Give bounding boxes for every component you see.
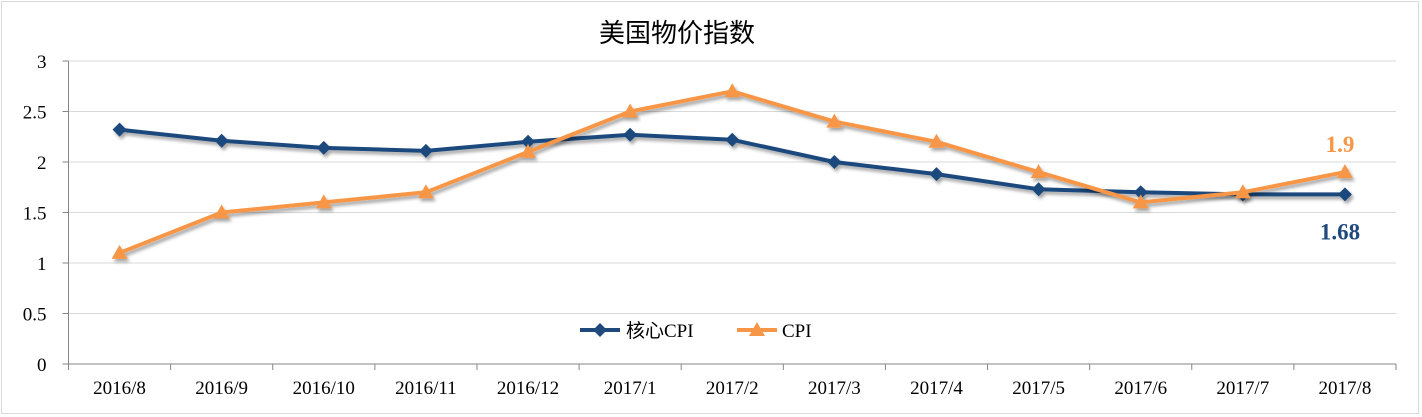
data-point-diamond bbox=[725, 132, 740, 147]
legend-core-cpi-label: 核心CPI bbox=[626, 320, 694, 342]
data-point-triangle bbox=[417, 184, 434, 199]
data-point-triangle bbox=[1234, 184, 1251, 199]
legend-diamond-icon bbox=[593, 323, 607, 337]
x-tick-label: 2016/8 bbox=[93, 378, 146, 399]
data-point-diamond bbox=[929, 167, 944, 182]
end-data-label: 1.9 bbox=[1326, 132, 1355, 157]
x-tick-label: 2017/1 bbox=[604, 378, 657, 399]
data-point-triangle bbox=[1030, 164, 1047, 179]
legend: 核心CPI CPI bbox=[580, 320, 812, 342]
x-tick-label: 2017/6 bbox=[1114, 378, 1167, 399]
legend-cpi-label: CPI bbox=[782, 321, 812, 342]
x-tick-label: 2016/12 bbox=[497, 378, 559, 399]
data-point-triangle bbox=[111, 244, 128, 259]
data-point-triangle bbox=[1336, 164, 1353, 179]
y-tick-label: 0.5 bbox=[23, 305, 47, 326]
x-tick-label: 2016/10 bbox=[293, 378, 355, 399]
y-tick-label: 2.5 bbox=[23, 103, 47, 124]
data-point-diamond bbox=[418, 143, 433, 158]
x-tick-label: 2017/7 bbox=[1216, 378, 1269, 399]
y-tick-label: 1 bbox=[37, 254, 47, 275]
y-tick-label: 1.5 bbox=[23, 204, 47, 225]
data-point-diamond bbox=[521, 134, 536, 149]
data-point-diamond bbox=[316, 140, 331, 155]
legend-triangle-icon bbox=[749, 322, 765, 336]
data-point-triangle bbox=[213, 204, 230, 219]
data-point-diamond bbox=[1133, 185, 1148, 200]
x-tick-label: 2017/4 bbox=[910, 378, 963, 399]
series-line bbox=[118, 89, 1346, 255]
data-point-diamond bbox=[1337, 187, 1352, 202]
chart-title: 美国物价指数 bbox=[599, 19, 755, 49]
data-point-diamond bbox=[112, 122, 127, 137]
data-point-triangle bbox=[826, 113, 843, 128]
data-point-diamond bbox=[827, 155, 842, 169]
data-point-diamond bbox=[623, 127, 638, 142]
data-point-triangle bbox=[724, 83, 741, 98]
end-data-label: 1.68 bbox=[1320, 219, 1360, 244]
y-tick-label: 3 bbox=[37, 52, 47, 73]
data-point-diamond bbox=[1031, 182, 1046, 197]
x-tick-label: 2017/2 bbox=[706, 378, 759, 399]
x-tick-label: 2016/9 bbox=[195, 378, 248, 399]
data-point-triangle bbox=[520, 143, 537, 158]
series-cpi bbox=[111, 83, 1353, 259]
x-tick-label: 2017/5 bbox=[1012, 378, 1065, 399]
data-point-diamond bbox=[214, 133, 229, 148]
x-tick-label: 2017/3 bbox=[808, 378, 861, 399]
data-point-triangle bbox=[622, 103, 639, 118]
x-tick-label: 2017/8 bbox=[1319, 378, 1372, 399]
y-tick-label: 0 bbox=[37, 355, 47, 376]
data-point-triangle bbox=[1132, 194, 1149, 209]
y-tick-label: 2 bbox=[37, 153, 47, 174]
data-point-triangle bbox=[315, 194, 332, 209]
data-point-triangle bbox=[928, 133, 945, 148]
x-tick-label: 2016/11 bbox=[395, 378, 457, 399]
